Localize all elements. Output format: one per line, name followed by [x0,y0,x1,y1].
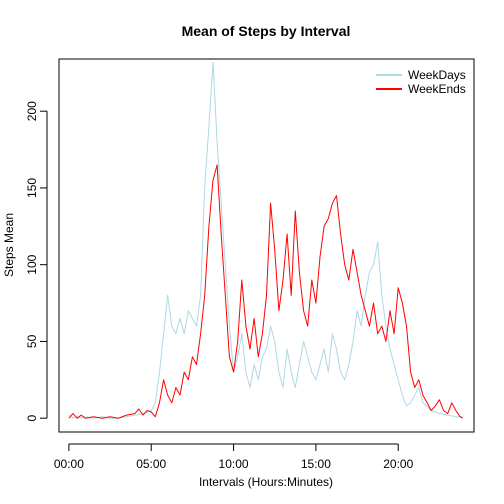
x-tick-label: 00:00 [54,457,84,471]
x-axis-title: Intervals (Hours:Minutes) [199,475,333,489]
x-tick-label: 05:00 [136,457,166,471]
series-layer [68,61,464,419]
y-tick-label: 100 [25,254,39,274]
y-axis: 0 50 100 150 200 [25,101,48,422]
x-tick-label: 20:00 [383,457,413,471]
plot-area [58,58,475,433]
legend-label: WeekEnds [408,82,466,96]
series-line-weekends [68,164,464,419]
y-tick-label: 200 [25,101,39,121]
x-tick-label: 10:00 [219,457,249,471]
y-tick-label: 150 [25,178,39,198]
y-tick-label: 50 [25,334,39,348]
plot-box [58,58,475,433]
y-tick-label: 0 [25,415,39,422]
chart-title: Mean of Steps by Interval [182,23,351,39]
legend-label: WeekDays [408,68,466,82]
series-line-weekdays [68,61,463,419]
x-tick-label: 15:00 [301,457,331,471]
y-axis-title: Steps Mean [2,213,16,277]
x-axis: 00:00 05:00 10:00 15:00 20:00 [54,443,414,471]
